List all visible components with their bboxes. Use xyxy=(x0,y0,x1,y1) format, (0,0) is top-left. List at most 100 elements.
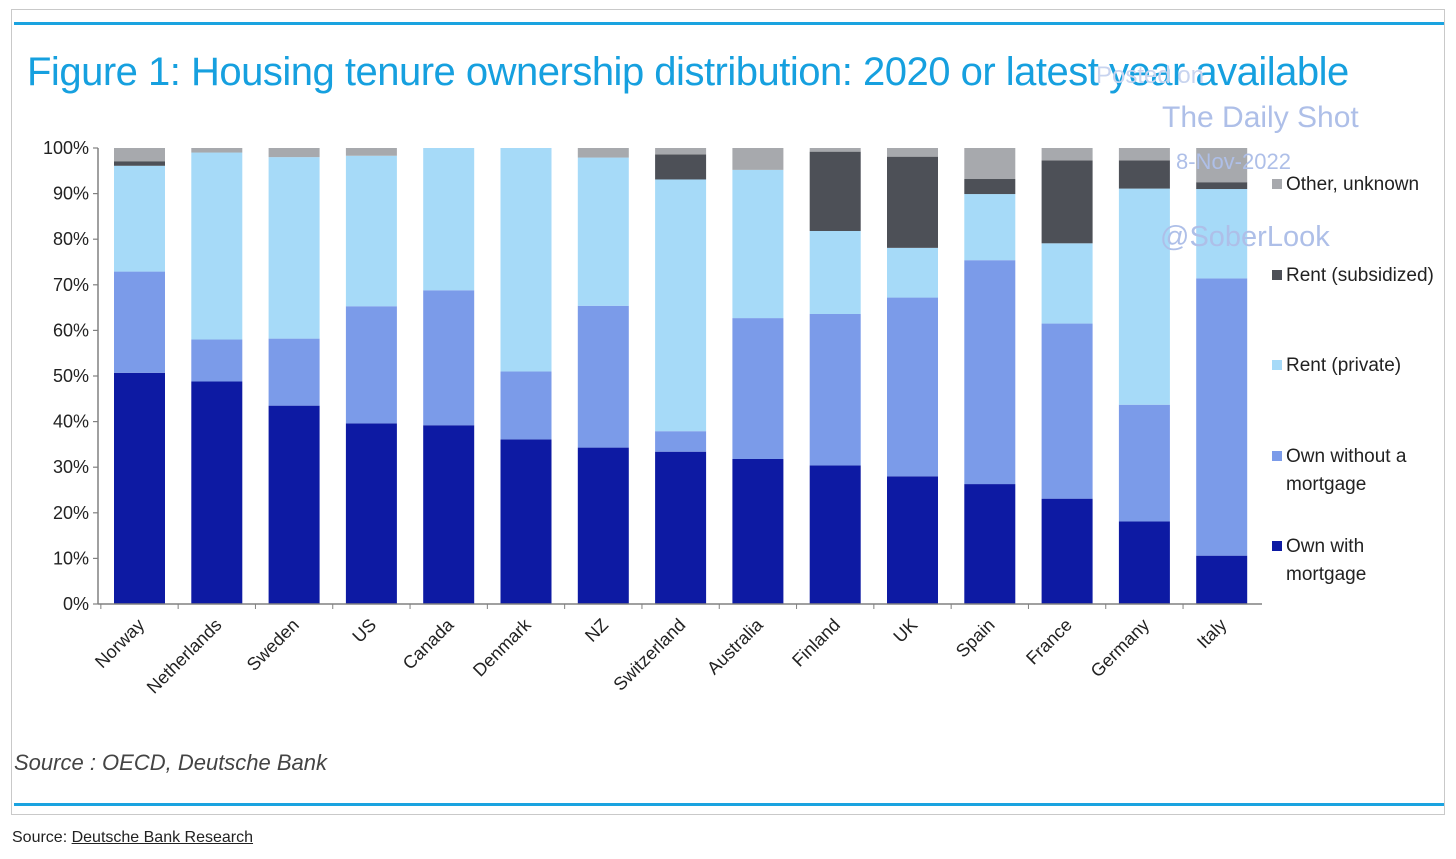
y-tick-label: 20% xyxy=(53,503,89,523)
page-source-prefix: Source: xyxy=(12,829,72,846)
bar-us-other-unknown xyxy=(345,148,397,156)
bar-sweden-own-with-mortgage xyxy=(268,405,320,604)
bar-finland-other-unknown xyxy=(809,148,861,152)
bar-spain-other-unknown xyxy=(964,148,1016,180)
watermark-daily-shot: The Daily Shot xyxy=(1162,101,1359,134)
bar-finland-rent-private xyxy=(809,230,861,314)
bar-switzerland-other-unknown xyxy=(655,148,707,155)
bar-australia-own-with-mortgage xyxy=(732,458,784,604)
bar-finland-own-with-mortgage xyxy=(809,465,861,604)
legend-swatch-other-unknown xyxy=(1272,179,1282,189)
legend-swatch-own-without-a-mortgage xyxy=(1272,451,1282,461)
legend-swatch-own-with-mortgage xyxy=(1272,541,1282,551)
legend-label-rent-private: Rent (private) xyxy=(1286,355,1401,376)
x-tick-label: Norway xyxy=(91,615,148,672)
bar-netherlands-other-unknown xyxy=(191,148,243,153)
x-tick-label: Sweden xyxy=(243,615,303,675)
bar-sweden-rent-private xyxy=(268,157,320,339)
bar-canada-own-without-a-mortgage xyxy=(423,290,475,426)
bar-uk-own-without-a-mortgage xyxy=(887,297,938,477)
bar-germany-own-with-mortgage xyxy=(1118,521,1170,604)
y-tick-label: 60% xyxy=(53,320,89,340)
legend-label-own-without-a-mortgage: Own without a mortgage xyxy=(1286,446,1407,495)
watermark-handle: @SoberLook xyxy=(1160,221,1330,253)
figure-source: Source : OECD, Deutsche Bank xyxy=(14,750,328,775)
x-tick-label: France xyxy=(1022,615,1076,669)
bar-netherlands-own-with-mortgage xyxy=(191,381,243,604)
bar-switzerland-rent-private xyxy=(655,179,707,432)
bar-italy-rent-private xyxy=(1196,189,1248,279)
y-tick-label: 90% xyxy=(53,184,89,204)
x-tick-label: Germany xyxy=(1087,615,1153,681)
bar-canada-rent-private xyxy=(423,148,475,291)
watermark-date: 8-Nov-2022 xyxy=(1176,149,1291,174)
bar-australia-other-unknown xyxy=(732,148,784,170)
legend-label-own-with-mortgage: Own with mortgage xyxy=(1286,536,1366,585)
bottom-rule xyxy=(14,803,1444,806)
top-rule xyxy=(14,22,1444,25)
bar-finland-rent-subsidized xyxy=(809,151,861,231)
bar-australia-rent-private xyxy=(732,169,784,319)
legend-label-other-unknown: Other, unknown xyxy=(1286,174,1419,195)
bar-germany-rent-subsidized xyxy=(1118,160,1170,189)
bar-netherlands-own-without-a-mortgage xyxy=(191,339,243,382)
bar-norway-rent-private xyxy=(114,165,165,272)
y-tick-label: 30% xyxy=(53,457,89,477)
bar-sweden-own-without-a-mortgage xyxy=(268,338,320,406)
bar-norway-own-with-mortgage xyxy=(114,372,165,604)
bar-denmark-rent-private xyxy=(500,148,552,372)
legend-swatch-rent-subsidized xyxy=(1272,270,1282,280)
bar-france-rent-subsidized xyxy=(1041,160,1093,244)
legend-label-rent-subsidized: Rent (subsidized) xyxy=(1286,265,1434,286)
bar-us-own-without-a-mortgage xyxy=(345,306,397,424)
bar-germany-own-without-a-mortgage xyxy=(1118,404,1170,522)
legend-swatch-rent-private xyxy=(1272,360,1282,370)
bar-italy-own-with-mortgage xyxy=(1196,555,1248,604)
y-tick-label: 50% xyxy=(53,366,89,386)
bar-finland-own-without-a-mortgage xyxy=(809,313,861,466)
bar-nz-own-without-a-mortgage xyxy=(577,305,629,448)
bar-switzerland-own-with-mortgage xyxy=(655,451,707,604)
y-tick-label: 40% xyxy=(53,412,89,432)
bar-us-own-with-mortgage xyxy=(345,423,397,604)
bar-france-rent-private xyxy=(1041,243,1093,324)
bar-denmark-own-with-mortgage xyxy=(500,439,552,604)
bar-germany-other-unknown xyxy=(1118,148,1170,161)
bar-nz-own-with-mortgage xyxy=(577,447,629,604)
page-source: Source: Deutsche Bank Research xyxy=(12,829,253,847)
x-tick-label: Spain xyxy=(952,615,999,662)
bar-uk-rent-private xyxy=(887,247,938,298)
bar-norway-other-unknown xyxy=(114,148,165,162)
bar-spain-rent-private xyxy=(964,194,1016,261)
bar-netherlands-rent-private xyxy=(191,152,243,340)
x-tick-label: US xyxy=(348,615,380,647)
x-tick-label: Australia xyxy=(703,614,767,678)
bar-spain-own-without-a-mortgage xyxy=(964,260,1016,485)
bar-australia-own-without-a-mortgage xyxy=(732,318,784,459)
source-link[interactable]: Deutsche Bank Research xyxy=(71,829,254,846)
bar-switzerland-rent-subsidized xyxy=(655,154,707,180)
x-tick-label: UK xyxy=(889,615,921,647)
watermark-posted-on: Posted on xyxy=(1096,62,1205,89)
bar-norway-rent-subsidized xyxy=(114,161,165,166)
bar-canada-own-with-mortgage xyxy=(423,425,475,604)
y-tick-label: 0% xyxy=(63,594,89,614)
bar-denmark-own-without-a-mortgage xyxy=(500,371,552,440)
bar-italy-other-unknown xyxy=(1196,148,1248,183)
bar-spain-rent-subsidized xyxy=(964,179,1016,195)
bar-sweden-other-unknown xyxy=(268,148,320,158)
y-tick-label: 10% xyxy=(53,548,89,568)
bar-nz-other-unknown xyxy=(577,148,629,158)
bar-italy-rent-subsidized xyxy=(1196,182,1248,190)
bar-uk-other-unknown xyxy=(887,148,938,157)
bar-uk-own-with-mortgage xyxy=(887,476,938,604)
bar-nz-rent-private xyxy=(577,157,629,306)
bar-france-other-unknown xyxy=(1041,148,1093,161)
y-tick-label: 100% xyxy=(43,138,89,158)
x-tick-label: Italy xyxy=(1193,615,1230,652)
bar-spain-own-with-mortgage xyxy=(964,484,1016,604)
bar-germany-rent-private xyxy=(1118,188,1170,405)
x-tick-label: Denmark xyxy=(469,614,535,680)
bar-norway-own-without-a-mortgage xyxy=(114,271,165,373)
bar-italy-own-without-a-mortgage xyxy=(1196,278,1248,556)
